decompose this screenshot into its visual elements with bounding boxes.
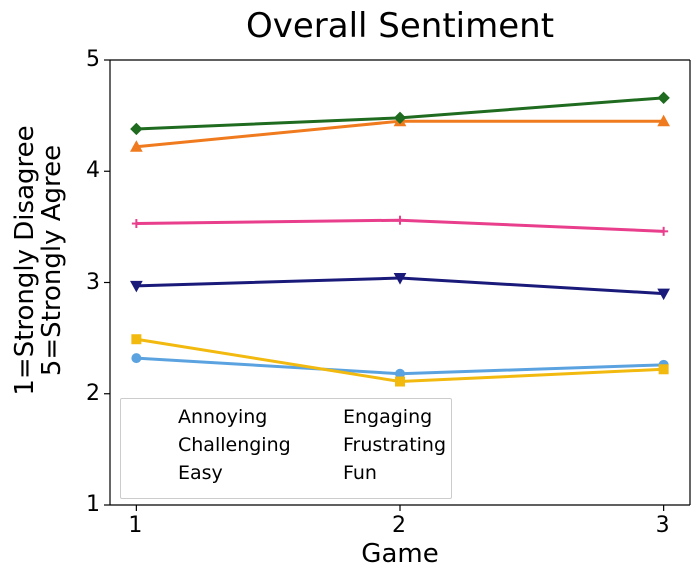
legend-item: Annoying — [178, 406, 267, 428]
legend-item: Easy — [178, 462, 223, 484]
y-tick-label: 2 — [86, 381, 100, 406]
y-tick-label: 4 — [86, 158, 100, 183]
y-tick-label: 1 — [86, 492, 100, 517]
y-tick-label: 3 — [86, 270, 100, 295]
legend-item: Engaging — [343, 406, 432, 428]
x-tick-label: 3 — [656, 513, 670, 538]
legend-item: Challenging — [178, 434, 291, 456]
legend-item: Frustrating — [343, 434, 446, 456]
x-tick-label: 1 — [128, 513, 142, 538]
y-tick-label: 5 — [86, 47, 100, 72]
legend-item: Fun — [343, 462, 377, 484]
x-tick-label: 2 — [392, 513, 406, 538]
